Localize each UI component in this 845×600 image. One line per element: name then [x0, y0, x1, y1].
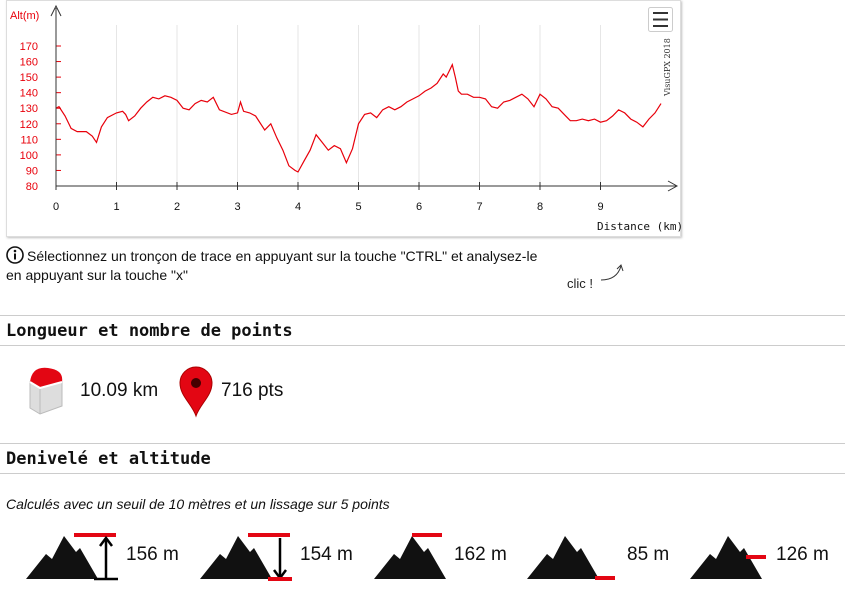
info-text: Sélectionnez un tronçon de trace en appu… — [6, 246, 546, 285]
note: Calculés avec un seuil de 10 mètres et u… — [6, 496, 390, 512]
elevation-value: 154 m — [300, 544, 353, 565]
x-tick-label: 6 — [416, 201, 422, 213]
y-tick-label: 160 — [20, 57, 38, 69]
chart-frame — [6, 0, 681, 237]
elevation-icon — [690, 536, 766, 579]
elevation-value: 156 m — [126, 544, 179, 565]
x-tick-label: 4 — [295, 201, 301, 213]
section-header: Denivelé et altitude — [0, 443, 845, 474]
x-tick-label: 0 — [53, 201, 59, 213]
elevation-value: 85 m — [627, 544, 670, 565]
y-tick-label: 90 — [26, 165, 38, 177]
points-value: 716 pts — [221, 380, 284, 401]
x-tick-label: 8 — [537, 201, 543, 213]
x-tick-label: 9 — [597, 201, 603, 213]
y-tick-label: 100 — [20, 150, 38, 162]
y-tick-label: 120 — [20, 119, 38, 131]
distance-icon — [29, 367, 63, 415]
hint-text: clic ! — [567, 276, 593, 291]
menu-button[interactable] — [648, 7, 673, 32]
info-icon — [6, 246, 24, 264]
distance-value: 10.09 km — [80, 380, 159, 401]
y-axis-label: Alt(m) — [10, 10, 39, 22]
elevation-line — [55, 62, 662, 173]
x-axis-label: Distance (km) — [597, 220, 683, 233]
y-tick-label: 140 — [20, 88, 38, 100]
elevation-value: 162 m — [454, 544, 507, 565]
elevation-icon — [200, 533, 292, 581]
y-tick-label: 110 — [20, 134, 38, 146]
elevation-value: 126 m — [776, 544, 829, 565]
points-icon — [179, 366, 213, 418]
elevation-icon — [374, 533, 446, 579]
hint-arrow — [600, 264, 624, 281]
y-tick-label: 150 — [20, 72, 38, 84]
info-message: Sélectionnez un tronçon de trace en appu… — [6, 248, 538, 283]
y-tick-label: 170 — [20, 41, 38, 53]
x-tick-label: 2 — [174, 201, 180, 213]
x-tick-label: 7 — [476, 201, 482, 213]
elevation-chart: Alt(m) Distance (km) VisuGPX 2018 0 1 2 3 4 5… — [6, 0, 683, 237]
x-tick-label: 5 — [355, 201, 361, 213]
x-tick-label: 1 — [113, 201, 119, 213]
elevation-icon — [26, 533, 118, 581]
y-tick-label: 80 — [26, 181, 38, 193]
elevation-icon — [527, 536, 615, 580]
x-tick-label: 3 — [234, 201, 240, 213]
section-header: Longueur et nombre de points — [0, 315, 845, 346]
x-axis-arrow — [667, 180, 679, 192]
y-tick-label: 130 — [20, 103, 38, 115]
y-axis-arrow — [50, 4, 62, 17]
hint: clic ! — [567, 262, 627, 291]
credit: VisuGPX 2018 — [663, 38, 672, 97]
